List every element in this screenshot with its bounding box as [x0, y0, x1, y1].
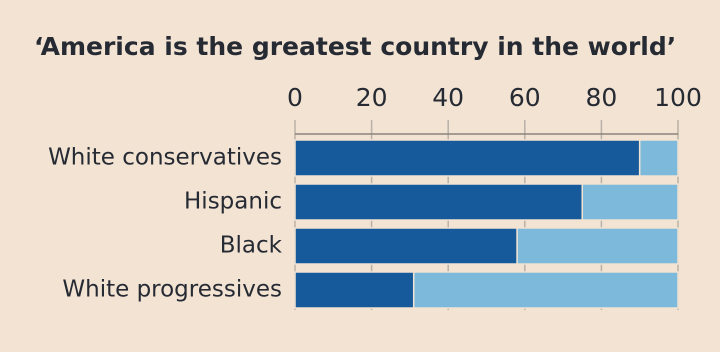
bar-segment [638, 139, 679, 177]
bar-segment [412, 271, 679, 309]
bar-segment [294, 271, 415, 309]
chart-title: ‘America is the greatest country in the … [34, 32, 676, 61]
bar-segment [294, 183, 583, 221]
y-tick-label: White conservatives [48, 145, 282, 171]
bar-segment [581, 183, 679, 221]
x-tick-label: 60 [509, 83, 541, 112]
x-tick-label: 40 [432, 83, 464, 112]
x-tick-label: 0 [287, 83, 303, 112]
x-tick-label: 100 [654, 83, 702, 112]
y-tick-label: Black [220, 233, 283, 259]
bar-segment [516, 227, 679, 265]
x-tick-label: 20 [356, 83, 388, 112]
bar-segment [294, 139, 641, 177]
y-tick-label: White progressives [62, 277, 282, 303]
y-tick-label: Hispanic [184, 189, 282, 215]
bar-segment [294, 227, 518, 265]
x-tick-label: 80 [585, 83, 617, 112]
